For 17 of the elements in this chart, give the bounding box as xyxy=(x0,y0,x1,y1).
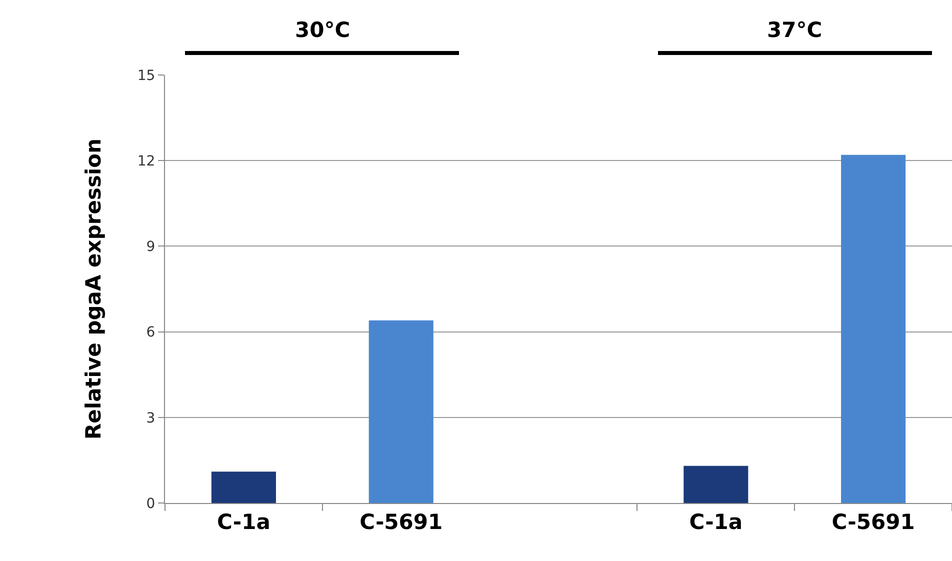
x-tick-label: C-5691 xyxy=(832,510,915,534)
y-tick-label: 9 xyxy=(146,239,156,256)
y-tick-label: 6 xyxy=(146,324,156,341)
y-tick-label: 0 xyxy=(146,496,156,512)
bar xyxy=(368,320,434,503)
bar xyxy=(684,466,748,503)
y-tick-label: 3 xyxy=(146,410,156,426)
y-axis-title: Relative pgaA expression xyxy=(82,138,106,440)
y-tick-label: 12 xyxy=(137,154,156,170)
x-tick-label: C-1a xyxy=(689,510,743,534)
y-tick-label: 15 xyxy=(137,68,156,84)
x-tick-label: C-5691 xyxy=(360,510,443,534)
text: 37°C xyxy=(767,18,822,42)
bar xyxy=(211,472,276,503)
bar xyxy=(841,154,906,503)
text: 30°C xyxy=(295,18,350,42)
x-tick-label: C-1a xyxy=(216,510,270,534)
